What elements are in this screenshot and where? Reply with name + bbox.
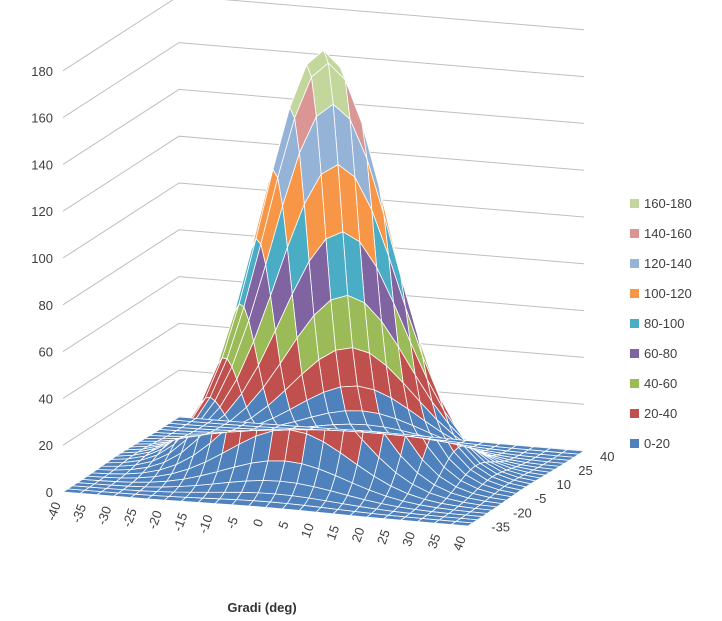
gridline xyxy=(62,182,585,259)
legend-item: 60-80 xyxy=(630,338,720,368)
z-tick-label: 60 xyxy=(39,345,53,360)
x-tick-label: 0 xyxy=(250,517,267,529)
legend-label: 0-20 xyxy=(644,435,671,451)
legend-label: 20-40 xyxy=(644,405,678,421)
x-tick-label: -35 xyxy=(69,502,90,525)
gridlines xyxy=(62,0,585,493)
y-tick-label: -20 xyxy=(513,505,532,520)
legend-label: 100-120 xyxy=(644,285,692,301)
legend: 160-180 140-160 120-140 100-120 80-100 60-80 4… xyxy=(630,188,720,458)
legend-item: 0-20 xyxy=(630,428,720,458)
x-tick-label: 35 xyxy=(424,532,443,551)
surface-patch xyxy=(172,416,198,422)
x-tick-label: -10 xyxy=(195,513,216,536)
x-tick-label: 20 xyxy=(349,525,368,544)
z-tick-label: 0 xyxy=(46,485,53,500)
legend-swatch xyxy=(630,318,639,328)
x-tick-label: -25 xyxy=(119,506,140,529)
gridline xyxy=(62,276,585,353)
surface-plot xyxy=(61,49,586,527)
gridline xyxy=(62,229,585,306)
legend-swatch xyxy=(630,348,639,358)
y-tick-label: 25 xyxy=(578,463,592,478)
x-tick-label: -5 xyxy=(223,515,241,531)
legend-item: 100-120 xyxy=(630,278,720,308)
legend-swatch xyxy=(630,228,639,238)
legend-item: 40-60 xyxy=(630,368,720,398)
z-tick-label: 180 xyxy=(31,64,53,79)
gridline xyxy=(62,369,585,446)
y-axis-tick-labels: -35-20-5 10 25 40 xyxy=(491,449,614,534)
legend-label: 160-180 xyxy=(644,195,692,211)
z-tick-label: 20 xyxy=(39,438,53,453)
x-tick-label: 25 xyxy=(374,528,393,547)
y-tick-label: -5 xyxy=(535,491,547,506)
y-tick-label: 40 xyxy=(600,449,614,464)
legend-item: 120-140 xyxy=(630,248,720,278)
z-tick-label: 160 xyxy=(31,111,53,126)
x-tick-label: 40 xyxy=(450,534,469,553)
legend-item: 140-160 xyxy=(630,218,720,248)
x-tick-label: 15 xyxy=(323,523,342,542)
legend-item: 160-180 xyxy=(630,188,720,218)
z-tick-label: 80 xyxy=(39,298,53,313)
legend-item: 20-40 xyxy=(630,398,720,428)
legend-swatch xyxy=(630,288,639,298)
x-tick-label: -30 xyxy=(94,504,115,527)
legend-item: 80-100 xyxy=(630,308,720,338)
x-tick-label: -15 xyxy=(170,511,191,534)
z-axis-tick-labels: 0 20 40 60 80 100 120 140 160 180 xyxy=(31,64,53,500)
gridline xyxy=(62,135,585,212)
x-tick-label: -40 xyxy=(43,500,64,523)
x-tick-label: -20 xyxy=(145,508,166,531)
legend-label: 40-60 xyxy=(644,375,678,391)
legend-swatch xyxy=(630,408,639,418)
x-axis-title: Gradi (deg) xyxy=(227,600,296,615)
z-tick-label: 40 xyxy=(39,391,53,406)
legend-swatch xyxy=(630,438,639,448)
legend-swatch xyxy=(630,198,639,208)
legend-swatch xyxy=(630,378,639,388)
gridline xyxy=(62,0,585,72)
y-tick-label: -35 xyxy=(491,519,510,534)
legend-label: 120-140 xyxy=(644,255,692,271)
z-tick-label: 140 xyxy=(31,157,53,172)
x-axis-tick-labels: -40 -35 -30 -25 -20 -15 -10 -5 0 5 10 15 20 25 30 35 40 xyxy=(43,500,469,553)
z-tick-label: 100 xyxy=(31,251,53,266)
legend-label: 60-80 xyxy=(644,345,678,361)
x-tick-label: 5 xyxy=(275,519,292,531)
gridline xyxy=(62,88,585,165)
legend-swatch xyxy=(630,258,639,268)
y-tick-label: 10 xyxy=(557,477,571,492)
gridline xyxy=(62,42,585,119)
legend-label: 80-100 xyxy=(644,315,685,331)
z-tick-label: 120 xyxy=(31,204,53,219)
legend-label: 140-160 xyxy=(644,225,692,241)
x-tick-label: 10 xyxy=(298,521,317,540)
x-tick-label: 30 xyxy=(399,530,418,549)
gridline xyxy=(62,322,585,399)
